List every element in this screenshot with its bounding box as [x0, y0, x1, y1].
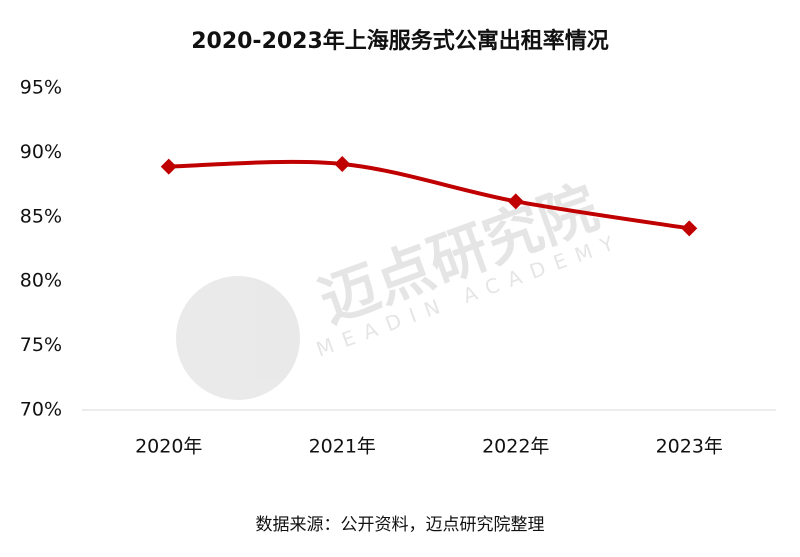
x-tick-label: 2022年 — [482, 436, 549, 458]
y-tick-label: 75% — [20, 334, 62, 356]
y-tick-label: 90% — [20, 141, 62, 163]
source-note: 数据来源：公开资料，迈点研究院整理 — [256, 515, 545, 535]
x-tick-label: 2020年 — [135, 436, 202, 458]
marker — [507, 193, 524, 210]
marker — [334, 155, 351, 172]
marker — [681, 220, 698, 237]
chart-title: 2020-2023年上海服务式公寓出租率情况 — [191, 28, 609, 54]
y-tick-label: 95% — [20, 77, 62, 99]
x-tick-label: 2021年 — [309, 436, 376, 458]
line — [168, 159, 690, 231]
marker — [160, 158, 177, 175]
y-tick-label: 80% — [20, 270, 62, 292]
x-tick-label: 2023年 — [656, 436, 723, 458]
y-tick-label: 85% — [20, 205, 62, 227]
y-tick-label: 70% — [20, 399, 62, 421]
watermark-logo — [176, 276, 300, 400]
